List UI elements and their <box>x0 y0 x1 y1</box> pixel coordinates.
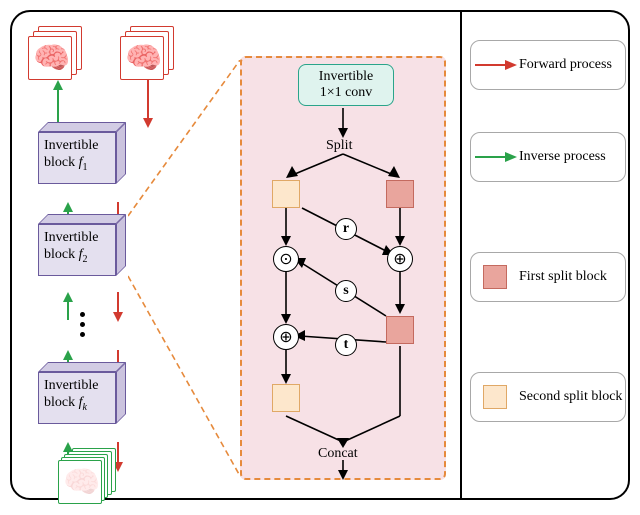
fn-t: t <box>335 334 357 356</box>
swatch-icon <box>483 385 507 409</box>
left-split-bottom <box>272 384 300 412</box>
invertible-block-k: Invertible block fk <box>38 362 126 424</box>
legend-inverse: Inverse process <box>470 132 626 182</box>
center-flow <box>240 56 446 480</box>
section-divider <box>460 12 462 498</box>
arrow-icon <box>473 57 517 73</box>
legend-forward: Forward process <box>470 40 626 90</box>
brain-icon: 🧠 <box>63 465 99 501</box>
legend-label: Forward process <box>519 57 612 73</box>
output-stack: 🧠 <box>58 448 114 504</box>
invertible-block-1: Invertible block f1 <box>38 122 126 184</box>
ellipsis-dot <box>80 332 85 337</box>
ellipsis-dot <box>80 312 85 317</box>
op-plus-right: ⊕ <box>387 246 413 272</box>
legend-second-split: Second split block <box>470 372 626 422</box>
legend-first-split: First split block <box>470 252 626 302</box>
right-split-bottom <box>386 316 414 344</box>
op-plus-left: ⊕ <box>273 324 299 350</box>
arrow-icon <box>473 149 517 165</box>
invertible-block-2: Invertible block f2 <box>38 214 126 276</box>
swatch-icon <box>483 265 507 289</box>
op-dot: ⊙ <box>273 246 299 272</box>
block-word: block <box>44 155 75 170</box>
concat-label: Concat <box>318 446 358 462</box>
left-split-top <box>272 180 300 208</box>
fn-r: r <box>335 218 357 240</box>
block-sub: 1 <box>83 162 88 173</box>
legend-label: Inverse process <box>519 149 606 165</box>
right-split-top <box>386 180 414 208</box>
fn-s: s <box>335 280 357 302</box>
figure-frame: 🧠 🧠 Invertible <box>0 0 640 515</box>
block-label: Invertible <box>44 138 98 153</box>
ellipsis-dot <box>80 322 85 327</box>
split-label: Split <box>326 138 352 154</box>
legend-label: First split block <box>519 269 607 285</box>
legend-label: Second split block <box>519 389 622 405</box>
